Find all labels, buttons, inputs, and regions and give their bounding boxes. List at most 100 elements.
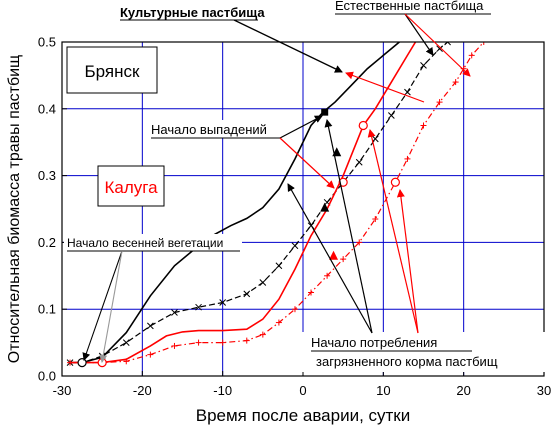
- series-3-point-20: [436, 99, 443, 106]
- series-1-point-8: [243, 290, 251, 298]
- y-tick-label-0: 0.0: [38, 369, 56, 384]
- series-1-point-9: [259, 279, 267, 286]
- cross-a: [446, 42, 451, 46]
- y-tick-label-1: 0.1: [38, 302, 56, 317]
- y-tick-label-3: 0.3: [38, 168, 56, 183]
- vegetation-label: Начало весенней вегетации: [67, 236, 223, 250]
- fallout-leader-red: [279, 137, 335, 189]
- vegetation-label-bg: [64, 234, 242, 251]
- consumption-label-line2: загрязненного корма пастбищ: [316, 354, 498, 369]
- cross-b: [420, 62, 427, 69]
- series-1-point-17: [388, 112, 395, 119]
- series-3-point-5: [171, 342, 178, 349]
- cross-b: [259, 279, 267, 286]
- kaluga-box: [97, 165, 165, 207]
- natural-leader-kaluga: [404, 13, 471, 77]
- series-3-point-3: [123, 358, 130, 365]
- consumption-leader-3: [367, 129, 419, 334]
- series-0: [70, 42, 401, 364]
- series-line-0: [70, 42, 401, 364]
- marker-square-2: [321, 108, 329, 116]
- series-3-point-9: [259, 331, 266, 338]
- series-3-point-24: [480, 42, 487, 45]
- cross-b: [219, 299, 227, 306]
- cross-b: [275, 262, 283, 270]
- series-1-point-21: [444, 42, 451, 46]
- consumption-leader-4: [396, 189, 419, 334]
- series-3-point-19: [420, 122, 427, 129]
- series-3-point-14: [340, 256, 347, 263]
- consumption-label-bg: [302, 332, 550, 372]
- x-tick-label-6: 30: [537, 383, 551, 398]
- series-3-point-13: [324, 272, 331, 279]
- series-3-point-23: [468, 52, 475, 59]
- y-axis-label: Относительная биомасса травы пастбищ: [6, 55, 23, 363]
- series-3-point-8: [243, 337, 250, 344]
- kaluga-label: Калуга: [104, 178, 158, 197]
- tick-layer: -30 -20 -10 0 10 20 30 0.0 0.1 0.2 0.3 0.4 0.5: [38, 35, 551, 399]
- series-3-point-21: [452, 79, 459, 86]
- x-tick-label-4: 10: [376, 383, 390, 398]
- series-line-2: [70, 42, 417, 364]
- x-tick-label-0: -30: [53, 383, 72, 398]
- series-1-point-7: [219, 299, 227, 306]
- vegetation-leader-gray: [99, 250, 123, 363]
- consumption-label-line1: Начало потребления: [311, 335, 437, 350]
- cross-b: [388, 112, 395, 119]
- series-3-point-10: [275, 319, 282, 326]
- cross-b: [404, 88, 411, 96]
- bryansk-box: [66, 46, 158, 94]
- bryansk-label: Брянск: [85, 62, 141, 81]
- x-tick-label-3: 0: [299, 383, 306, 398]
- series-3-point-6: [195, 339, 202, 346]
- marker-triangle-8: [329, 250, 339, 260]
- series-1-point-10: [275, 262, 283, 270]
- cross-b: [355, 158, 363, 166]
- series-1-point-19: [420, 62, 427, 69]
- marker-triangle-6: [320, 202, 330, 212]
- y-tick-label-4: 0.4: [38, 101, 56, 116]
- series-3-point-15: [356, 239, 363, 246]
- cross-b: [147, 322, 154, 330]
- marker-circle-4: [358, 120, 368, 131]
- series-layer: [66, 42, 487, 366]
- series-1-point-5: [171, 309, 178, 316]
- series-2: [70, 42, 417, 364]
- cultured-label: Культурные пастбища: [120, 5, 265, 20]
- cultured-leader-kaluga: [345, 71, 425, 103]
- series-line-1: [70, 42, 448, 364]
- series-3-point-0: [67, 359, 74, 366]
- series-3-point-4: [147, 351, 154, 358]
- series-1-point-6: [195, 303, 202, 311]
- x-tick-label-5: 20: [456, 383, 470, 398]
- marker-circle-5: [390, 177, 400, 187]
- y-tick-label-5: 0.5: [38, 35, 56, 50]
- cross-b: [171, 309, 178, 316]
- series-1-point-20: [436, 45, 443, 53]
- fallout-label-bg: [148, 120, 282, 138]
- cross-b: [436, 45, 443, 53]
- cross-b: [444, 42, 449, 46]
- natural-leader: [404, 13, 434, 56]
- cross-b: [291, 242, 299, 250]
- series-3-point-16: [372, 216, 379, 223]
- x-tick-label-2: -10: [213, 383, 232, 398]
- cross-b: [195, 303, 202, 311]
- consumption-leader-2: [287, 183, 373, 334]
- series-1-point-18: [404, 88, 411, 96]
- cross-b: [122, 339, 130, 346]
- cultured-leader: [233, 19, 343, 73]
- series-3-point-12: [308, 289, 315, 296]
- natural-label: Естественные пастбища: [335, 0, 484, 13]
- series-1-point-4: [147, 322, 154, 330]
- x-axis-label: Время после аварии, сутки: [196, 406, 410, 425]
- cross-b: [371, 135, 379, 143]
- y-tick-label-2: 0.2: [38, 235, 56, 250]
- fallout-label: Начало выпадений: [151, 122, 267, 137]
- series-1-point-15: [355, 158, 363, 166]
- series-3-point-18: [404, 155, 411, 162]
- series-1-point-3: [122, 339, 130, 346]
- series-3-point-11: [291, 306, 298, 313]
- vegetation-leader: [82, 250, 123, 361]
